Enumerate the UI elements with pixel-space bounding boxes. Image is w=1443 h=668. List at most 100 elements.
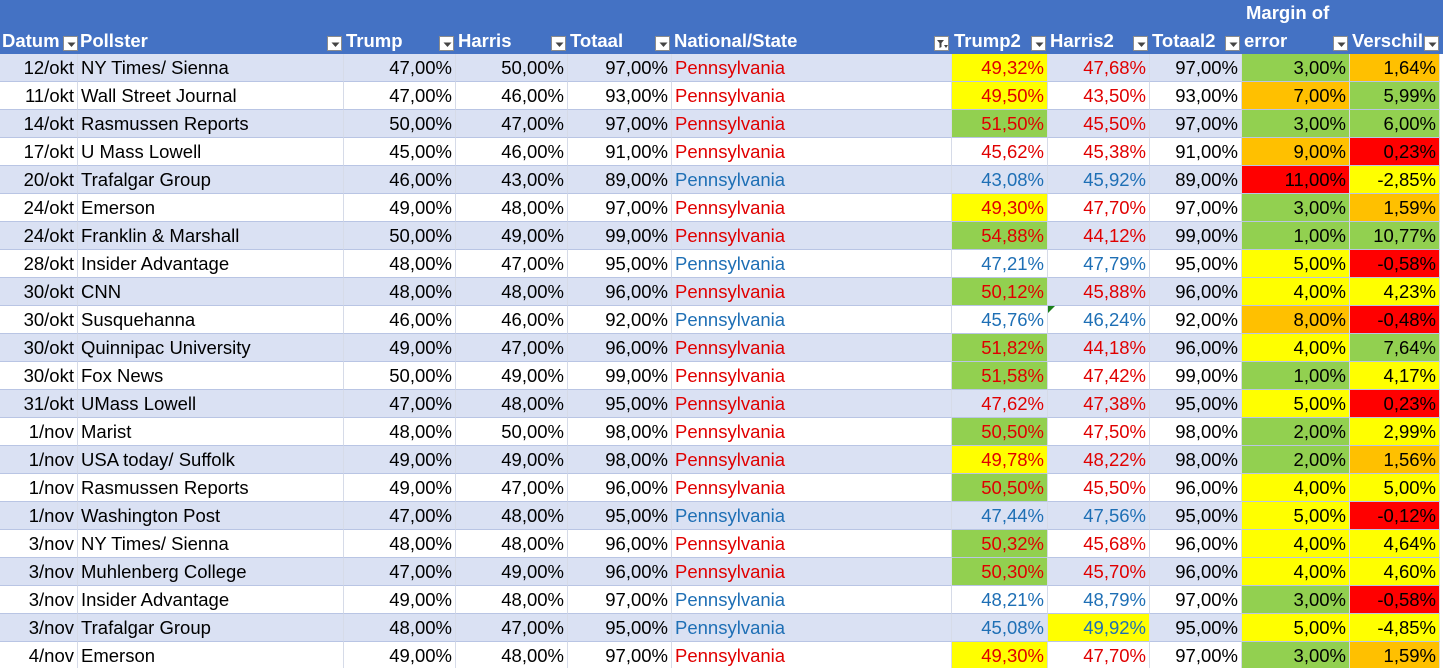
column-header-pollster[interactable]: Pollster (78, 0, 344, 54)
cell-datum[interactable]: 1/nov (0, 418, 78, 446)
cell-state[interactable]: Pennsylvania (672, 334, 952, 362)
cell-verschil[interactable]: -4,85% (1350, 614, 1440, 642)
cell-datum[interactable]: 12/okt (0, 54, 78, 82)
cell-totaal[interactable]: 96,00% (568, 558, 672, 586)
cell-verschil[interactable]: 1,59% (1350, 642, 1440, 668)
cell-moe[interactable]: 5,00% (1242, 614, 1350, 642)
cell-trump2[interactable]: 47,21% (952, 250, 1048, 278)
cell-state[interactable]: Pennsylvania (672, 586, 952, 614)
cell-moe[interactable]: 3,00% (1242, 110, 1350, 138)
cell-pollster[interactable]: USA today/ Suffolk (78, 446, 344, 474)
cell-moe[interactable]: 3,00% (1242, 54, 1350, 82)
cell-moe[interactable]: 5,00% (1242, 390, 1350, 418)
cell-trump2[interactable]: 49,32% (952, 54, 1048, 82)
cell-harris2[interactable]: 48,79% (1048, 586, 1150, 614)
cell-trump2[interactable]: 50,50% (952, 474, 1048, 502)
cell-harris2[interactable]: 47,68% (1048, 54, 1150, 82)
cell-trump2[interactable]: 54,88% (952, 222, 1048, 250)
cell-harris[interactable]: 47,00% (456, 334, 568, 362)
cell-totaal2[interactable]: 95,00% (1150, 390, 1242, 418)
cell-harris[interactable]: 47,00% (456, 474, 568, 502)
cell-state[interactable]: Pennsylvania (672, 54, 952, 82)
cell-trump[interactable]: 49,00% (344, 586, 456, 614)
cell-totaal2[interactable]: 95,00% (1150, 250, 1242, 278)
cell-harris[interactable]: 47,00% (456, 110, 568, 138)
cell-trump2[interactable]: 50,30% (952, 558, 1048, 586)
cell-trump[interactable]: 49,00% (344, 642, 456, 668)
column-header-state[interactable]: National/State (672, 0, 952, 54)
cell-totaal[interactable]: 96,00% (568, 530, 672, 558)
cell-trump2[interactable]: 45,62% (952, 138, 1048, 166)
cell-totaal[interactable]: 96,00% (568, 334, 672, 362)
cell-totaal2[interactable]: 93,00% (1150, 82, 1242, 110)
cell-state[interactable]: Pennsylvania (672, 82, 952, 110)
cell-datum[interactable]: 30/okt (0, 334, 78, 362)
cell-harris2[interactable]: 44,12% (1048, 222, 1150, 250)
cell-trump[interactable]: 48,00% (344, 250, 456, 278)
cell-trump2[interactable]: 49,30% (952, 194, 1048, 222)
cell-verschil[interactable]: -0,12% (1350, 502, 1440, 530)
cell-moe[interactable]: 11,00% (1242, 166, 1350, 194)
cell-trump2[interactable]: 49,50% (952, 82, 1048, 110)
cell-totaal2[interactable]: 98,00% (1150, 446, 1242, 474)
column-header-trump2[interactable]: Trump2 (952, 0, 1048, 54)
cell-totaal[interactable]: 93,00% (568, 82, 672, 110)
cell-verschil[interactable]: -0,48% (1350, 306, 1440, 334)
cell-verschil[interactable]: -2,85% (1350, 166, 1440, 194)
cell-harris[interactable]: 48,00% (456, 586, 568, 614)
cell-state[interactable]: Pennsylvania (672, 138, 952, 166)
cell-verschil[interactable]: 4,23% (1350, 278, 1440, 306)
cell-totaal2[interactable]: 97,00% (1150, 586, 1242, 614)
cell-totaal[interactable]: 97,00% (568, 586, 672, 614)
cell-pollster[interactable]: Rasmussen Reports (78, 110, 344, 138)
cell-totaal2[interactable]: 98,00% (1150, 418, 1242, 446)
cell-pollster[interactable]: UMass Lowell (78, 390, 344, 418)
cell-totaal2[interactable]: 97,00% (1150, 54, 1242, 82)
cell-totaal2[interactable]: 97,00% (1150, 194, 1242, 222)
column-header-totaal[interactable]: Totaal (568, 0, 672, 54)
cell-harris2[interactable]: 48,22% (1048, 446, 1150, 474)
cell-harris2[interactable]: 45,38% (1048, 138, 1150, 166)
cell-datum[interactable]: 3/nov (0, 614, 78, 642)
cell-state[interactable]: Pennsylvania (672, 642, 952, 668)
cell-harris[interactable]: 48,00% (456, 642, 568, 668)
cell-harris2[interactable]: 45,50% (1048, 110, 1150, 138)
cell-totaal2[interactable]: 96,00% (1150, 474, 1242, 502)
cell-harris2[interactable]: 45,50% (1048, 474, 1150, 502)
cell-harris[interactable]: 47,00% (456, 250, 568, 278)
filter-dropdown-icon[interactable] (655, 36, 670, 51)
cell-datum[interactable]: 1/nov (0, 502, 78, 530)
cell-state[interactable]: Pennsylvania (672, 558, 952, 586)
cell-totaal[interactable]: 98,00% (568, 446, 672, 474)
cell-totaal2[interactable]: 91,00% (1150, 138, 1242, 166)
cell-trump2[interactable]: 45,76% (952, 306, 1048, 334)
cell-harris[interactable]: 43,00% (456, 166, 568, 194)
cell-pollster[interactable]: Insider Advantage (78, 586, 344, 614)
cell-verschil[interactable]: 10,77% (1350, 222, 1440, 250)
cell-moe[interactable]: 4,00% (1242, 278, 1350, 306)
cell-trump[interactable]: 47,00% (344, 82, 456, 110)
cell-trump2[interactable]: 49,30% (952, 642, 1048, 668)
column-header-trump[interactable]: Trump (344, 0, 456, 54)
filter-dropdown-icon[interactable] (439, 36, 454, 51)
cell-pollster[interactable]: Wall Street Journal (78, 82, 344, 110)
column-header-moe[interactable]: Margin of error (1242, 0, 1350, 54)
cell-totaal2[interactable]: 99,00% (1150, 222, 1242, 250)
cell-harris2[interactable]: 45,70% (1048, 558, 1150, 586)
cell-moe[interactable]: 4,00% (1242, 334, 1350, 362)
cell-datum[interactable]: 1/nov (0, 474, 78, 502)
cell-datum[interactable]: 30/okt (0, 306, 78, 334)
cell-state[interactable]: Pennsylvania (672, 166, 952, 194)
filter-active-icon[interactable] (934, 36, 949, 51)
cell-verschil[interactable]: 5,00% (1350, 474, 1440, 502)
cell-trump[interactable]: 47,00% (344, 558, 456, 586)
cell-pollster[interactable]: Insider Advantage (78, 250, 344, 278)
cell-trump[interactable]: 47,00% (344, 54, 456, 82)
cell-moe[interactable]: 4,00% (1242, 558, 1350, 586)
cell-harris2[interactable]: 45,88% (1048, 278, 1150, 306)
cell-totaal[interactable]: 97,00% (568, 54, 672, 82)
cell-pollster[interactable]: Muhlenberg College (78, 558, 344, 586)
cell-pollster[interactable]: Emerson (78, 642, 344, 668)
cell-totaal2[interactable]: 95,00% (1150, 502, 1242, 530)
cell-pollster[interactable]: Rasmussen Reports (78, 474, 344, 502)
